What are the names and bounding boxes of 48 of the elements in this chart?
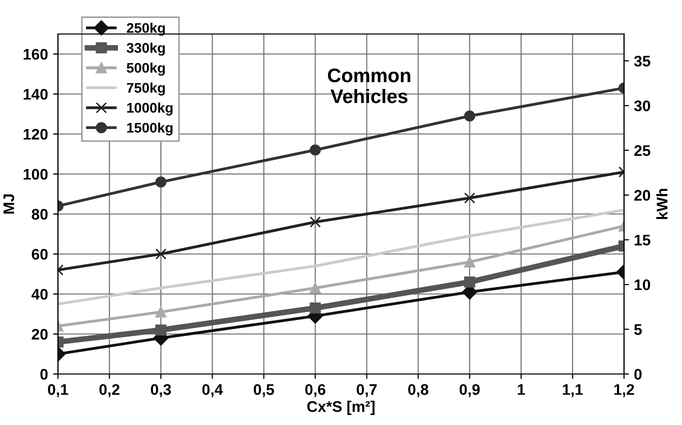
x-tick-label: 0,5 [254, 384, 274, 398]
x-tick-label: 0,4 [202, 384, 223, 398]
x-tick-label: 0,2 [99, 384, 120, 398]
y-tick-label: 60 [32, 248, 48, 260]
y-tick-label: 100 [24, 168, 48, 180]
point [310, 302, 321, 314]
point [464, 256, 476, 268]
y2-tick-label: 20 [634, 190, 650, 201]
y2-axis-title: kWh [656, 188, 668, 220]
y2-tick-label: 25 [634, 145, 650, 156]
y-axis-title: MJ [4, 194, 14, 214]
point [464, 110, 476, 122]
legend-label: 750kg [126, 82, 165, 96]
text: Common Vehicles [328, 68, 410, 104]
y2-tick-label: 30 [634, 100, 650, 112]
x-tick-label: 0,9 [460, 384, 480, 398]
line-series [58, 208, 624, 306]
x-tick-label: 1,1 [562, 384, 583, 398]
legend-label: 500kg [126, 62, 165, 76]
y-tick-label: 40 [31, 288, 48, 300]
point [464, 276, 476, 288]
point [310, 216, 321, 228]
y-tick-label: 140 [24, 88, 48, 100]
legend-label: 1000kg [127, 102, 173, 116]
point [310, 144, 321, 156]
y2-tick-label: 15 [634, 234, 650, 246]
legend-label: 330kg [126, 42, 165, 56]
x-tick-label: 1 [518, 384, 525, 395]
y-tick-label: 160 [24, 48, 48, 60]
x-tick-label: 0,6 [305, 384, 326, 398]
x-tick-label: 0,1 [48, 384, 68, 398]
point [464, 192, 476, 204]
y-tick-label: 0 [40, 368, 48, 380]
legend-label: 1500kg [127, 122, 173, 136]
x-tick-label: 0,8 [408, 384, 428, 398]
y2-tick-label: 5 [634, 324, 642, 335]
y-tick-label: 20 [32, 328, 48, 340]
y-tick-label: 80 [32, 208, 48, 220]
x-axis-title: Cx*S [m²] [307, 400, 375, 415]
point [310, 282, 321, 294]
x-tick-label: 0,3 [150, 384, 171, 398]
legend-label: 250kg [126, 22, 165, 36]
x-tick-label: 0,7 [356, 384, 377, 398]
y2-tick-label: 35 [634, 56, 650, 67]
y-tick-label: 120 [24, 128, 48, 140]
y2-tick-label: 10 [634, 279, 650, 290]
y2-tick-label: 0 [634, 368, 642, 380]
x-tick-label: 1,2 [614, 384, 634, 398]
